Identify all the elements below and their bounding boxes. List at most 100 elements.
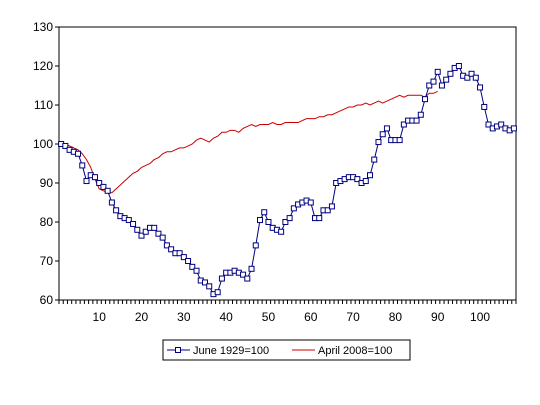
data-point-marker (443, 76, 450, 83)
data-point-marker (142, 228, 149, 235)
x-tick-label: 40 (219, 310, 233, 324)
data-point-marker (430, 78, 437, 85)
data-point-marker (265, 219, 272, 225)
data-point-marker (417, 111, 424, 118)
y-tick-label: 100 (33, 137, 53, 151)
legend-swatch-marker-series-1 (175, 347, 181, 353)
data-point-marker (252, 242, 259, 249)
data-point-marker (324, 207, 331, 214)
data-point-marker (244, 275, 251, 282)
data-point-marker (151, 224, 158, 231)
data-point-marker (218, 275, 225, 282)
y-tick-label: 130 (33, 20, 53, 34)
data-point-marker (180, 254, 187, 261)
data-point-marker (438, 82, 445, 89)
x-tick-label: 10 (93, 310, 107, 324)
data-point-marker (261, 209, 268, 216)
data-point-marker (256, 217, 263, 224)
legend-label-series-2: April 2008=100 (318, 345, 392, 357)
data-point-marker (477, 84, 484, 91)
data-point-marker (206, 283, 213, 290)
x-tick-label: 60 (304, 310, 318, 324)
data-point-marker (83, 178, 90, 185)
data-point-marker (383, 125, 390, 132)
series-line-2 (60, 90, 438, 194)
y-tick-label: 70 (40, 254, 54, 268)
data-point-marker (375, 139, 382, 146)
y-tick-label: 110 (34, 98, 53, 112)
data-point-marker (108, 199, 115, 206)
data-point-marker (498, 121, 505, 128)
data-point-marker (400, 121, 407, 128)
data-point-marker (201, 279, 208, 286)
y-tick-label: 90 (40, 176, 54, 190)
x-tick-label: 50 (262, 310, 276, 324)
series-layer (58, 63, 517, 298)
data-point-marker (286, 215, 293, 222)
legend-box (162, 339, 411, 361)
data-point-marker (472, 74, 479, 81)
data-point-marker (79, 162, 86, 169)
data-point-marker (62, 142, 69, 149)
y-tick-label: 120 (33, 59, 53, 73)
data-point-marker (379, 131, 386, 138)
x-tick-label: 20 (135, 310, 149, 324)
data-point-marker (422, 96, 429, 103)
x-tick-label: 90 (431, 310, 445, 324)
data-point-marker (138, 232, 145, 239)
x-tick-label: 100 (470, 310, 490, 324)
y-tick-label: 60 (40, 293, 54, 307)
data-point-marker (468, 70, 475, 77)
data-point-marker (96, 180, 103, 186)
data-point-marker (159, 234, 166, 241)
data-point-marker (282, 219, 289, 225)
data-point-marker (168, 246, 175, 253)
data-point-marker (464, 74, 471, 81)
data-point-marker (104, 187, 111, 194)
data-point-marker (362, 178, 369, 185)
x-tick-label: 30 (177, 310, 191, 324)
data-point-marker (396, 137, 403, 144)
data-point-marker (155, 230, 162, 237)
data-point-marker (130, 220, 137, 227)
data-point-marker (354, 176, 361, 183)
legend-label-series-1: June 1929=100 (193, 345, 269, 357)
data-point-marker (125, 217, 132, 224)
plot-area-frame (58, 26, 517, 301)
data-point-marker (447, 70, 454, 77)
legend: June 1929=100 April 2008=100 (162, 339, 411, 361)
data-point-marker (481, 103, 488, 110)
data-point-marker (163, 242, 170, 249)
data-point-marker (413, 117, 420, 124)
data-point-marker (91, 174, 98, 181)
data-point-marker (176, 250, 183, 257)
data-point-marker (193, 267, 200, 274)
data-point-marker (189, 263, 196, 270)
data-point-marker (75, 150, 82, 157)
data-point-marker (367, 172, 374, 179)
data-point-marker (185, 258, 192, 264)
data-point-marker (278, 228, 285, 235)
data-point-marker (455, 63, 462, 69)
data-point-marker (240, 271, 247, 278)
x-tick-label: 70 (346, 310, 360, 324)
data-point-marker (328, 203, 335, 210)
data-point-marker (113, 207, 120, 214)
data-point-marker (290, 205, 297, 212)
data-point-marker (510, 125, 517, 132)
axes: 60 70 80 90 100 110 120 130 10 20 30 40 50 60 70 80 90 10… (33, 20, 517, 324)
data-point-marker (214, 289, 221, 296)
data-point-marker (248, 265, 255, 272)
data-point-marker (316, 215, 323, 222)
data-point-marker (100, 183, 107, 190)
y-tick-label: 80 (40, 215, 54, 229)
data-point-marker (307, 199, 314, 206)
data-point-marker (434, 68, 441, 75)
data-point-marker (485, 121, 492, 128)
data-point-marker (134, 226, 141, 233)
x-tick-label: 80 (389, 310, 403, 324)
series-line-1 (60, 65, 515, 295)
data-point-marker (426, 82, 433, 89)
